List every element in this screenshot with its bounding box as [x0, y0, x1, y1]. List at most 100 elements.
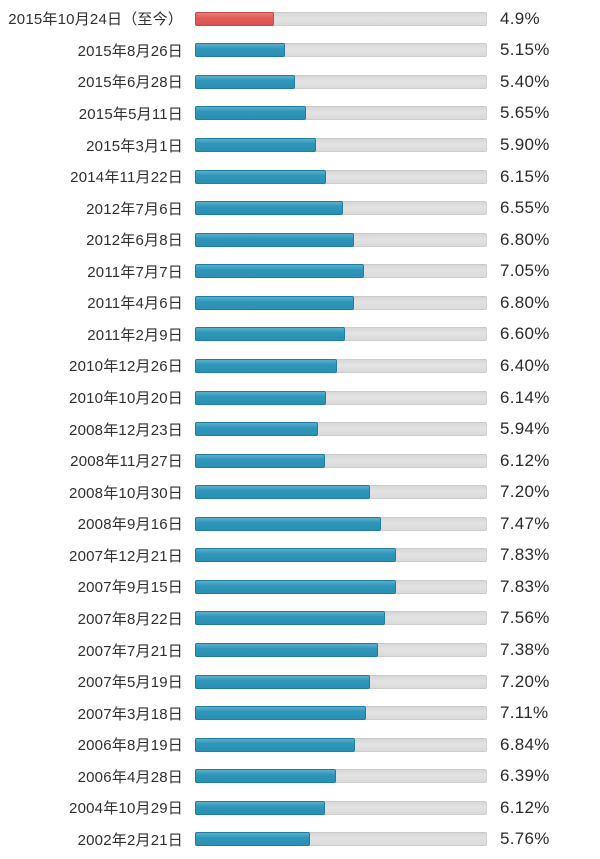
rate-bar: [195, 579, 397, 594]
bar-track: [195, 611, 487, 626]
rate-value-label: 6.80%: [500, 292, 550, 312]
bar-track: [195, 800, 487, 815]
bar-track: [195, 579, 487, 594]
rate-bar: [195, 169, 327, 184]
rate-value-label: 6.40%: [500, 355, 550, 375]
bar-track: [195, 643, 487, 658]
rate-value-label: 7.47%: [500, 513, 550, 533]
bar-track: [195, 390, 487, 405]
date-label: 2015年6月28日: [77, 74, 183, 92]
rate-value-label: 7.11%: [500, 703, 549, 723]
bar-track: [195, 516, 487, 531]
rate-bar: [195, 832, 311, 847]
date-label: 2008年10月30日: [69, 484, 183, 502]
bar-track: [195, 295, 487, 310]
chart-row: 2008年9月16日 7.47%: [0, 508, 600, 540]
date-label: 2008年12月23日: [69, 421, 183, 439]
chart-row: 2008年11月27日 6.12%: [0, 445, 600, 477]
bar-track: [195, 201, 487, 216]
chart-row: 2007年3月18日 7.11%: [0, 697, 600, 729]
date-label: 2015年5月11日: [78, 105, 183, 123]
chart-row: 2007年5月19日 7.20%: [0, 666, 600, 698]
rate-value-label: 6.14%: [500, 387, 550, 407]
bar-track: [195, 485, 487, 500]
date-label: 2011年4月6日: [87, 295, 183, 313]
chart-row: 2007年9月15日 7.83%: [0, 571, 600, 603]
chart-row: 2015年6月28日 5.40%: [0, 66, 600, 98]
chart-row: 2012年6月8日 6.80%: [0, 224, 600, 256]
bar-track: [195, 706, 487, 721]
chart-row: 2007年8月22日 7.56%: [0, 603, 600, 635]
rate-value-label: 7.83%: [500, 576, 550, 596]
rate-bar: [195, 453, 326, 468]
rate-value-label: 5.90%: [500, 135, 550, 155]
bar-track: [195, 769, 487, 784]
bar-track: [195, 358, 487, 373]
bar-track: [195, 548, 487, 563]
rate-value-label: 6.39%: [500, 766, 550, 786]
rate-bar: [195, 674, 371, 689]
rate-bar: [195, 11, 275, 26]
rate-bar: [195, 485, 371, 500]
date-label: 2008年9月16日: [77, 516, 183, 534]
rate-bar: [195, 358, 337, 373]
date-label: 2008年11月27日: [70, 453, 183, 471]
rate-bar: [195, 74, 296, 89]
rate-bar: [195, 706, 367, 721]
date-label: 2007年12月21日: [69, 547, 183, 565]
bar-track: [195, 106, 487, 121]
rate-value-label: 7.20%: [500, 671, 550, 691]
date-label: 2014年11月22日: [70, 169, 183, 187]
rate-value-label: 6.12%: [500, 450, 550, 470]
rate-bar: [195, 264, 364, 279]
rate-value-label: 6.15%: [500, 166, 550, 186]
bar-track: [195, 74, 487, 89]
rate-value-label: 5.15%: [500, 40, 550, 60]
bar-track: [195, 232, 487, 247]
chart-row: 2015年5月11日 5.65%: [0, 98, 600, 130]
date-label: 2011年7月7日: [87, 263, 183, 281]
chart-row: 2011年2月9日 6.60%: [0, 319, 600, 351]
date-label: 2002年2月21日: [77, 831, 183, 849]
rate-bar: [195, 106, 306, 121]
date-label: 2006年4月28日: [77, 768, 183, 786]
rate-bar: [195, 548, 397, 563]
bar-track: [195, 453, 487, 468]
bar-track: [195, 737, 487, 752]
chart-row: 2004年10月29日 6.12%: [0, 792, 600, 824]
rate-bar: [195, 643, 378, 658]
rate-bar: [195, 43, 285, 58]
chart-row: 2008年12月23日 5.94%: [0, 413, 600, 445]
chart-row: 2011年7月7日 7.05%: [0, 256, 600, 288]
date-label: 2006年8月19日: [77, 737, 183, 755]
chart-row: 2002年2月21日 5.76%: [0, 824, 600, 856]
chart-row: 2007年12月21日 7.83%: [0, 540, 600, 572]
date-label: 2010年10月20日: [69, 390, 183, 408]
rate-value-label: 7.83%: [500, 545, 550, 565]
bar-track: [195, 327, 487, 342]
chart-row: 2015年10月24日（至今） 4.9%: [0, 3, 600, 35]
chart-row: 2011年4月6日 6.80%: [0, 287, 600, 319]
chart-row: 2006年8月19日 6.84%: [0, 729, 600, 761]
rate-bar: [195, 611, 386, 626]
date-label: 2004年10月29日: [69, 800, 183, 818]
rate-value-label: 7.20%: [500, 482, 550, 502]
rate-value-label: 6.12%: [500, 797, 550, 817]
chart-row: 2010年12月26日 6.40%: [0, 350, 600, 382]
date-label: 2007年3月18日: [77, 705, 183, 723]
rate-value-label: 4.9%: [500, 8, 540, 28]
date-label: 2015年3月1日: [86, 137, 183, 155]
chart-row: 2006年4月28日 6.39%: [0, 761, 600, 793]
rate-bar: [195, 800, 326, 815]
date-label: 2007年5月19日: [77, 674, 183, 692]
rate-value-label: 6.55%: [500, 198, 550, 218]
bar-track: [195, 832, 487, 847]
date-label: 2012年6月8日: [86, 232, 183, 250]
date-label: 2011年2月9日: [87, 326, 183, 344]
rate-value-label: 7.56%: [500, 608, 550, 628]
date-label: 2012年7月6日: [86, 200, 183, 218]
rate-value-label: 5.94%: [500, 419, 550, 439]
bar-track: [195, 422, 487, 437]
